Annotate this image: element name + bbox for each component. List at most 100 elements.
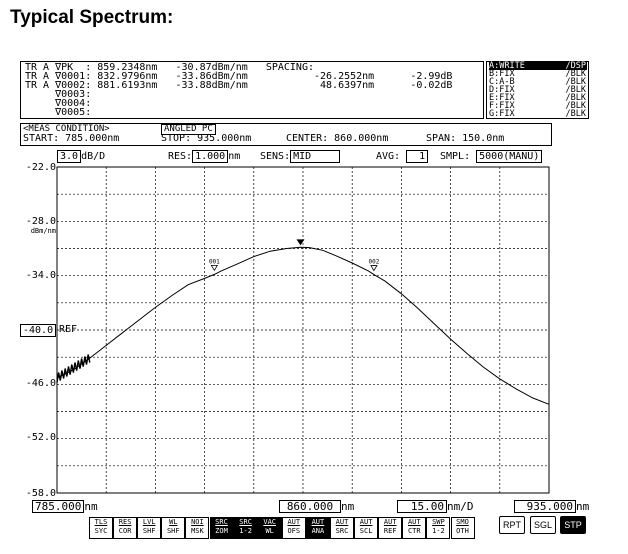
trace-noise	[56, 354, 91, 383]
peak-marker	[296, 239, 305, 246]
trace-status-panel: A:WRITE/DSP B:FIX/BLK C:A-B/BLK D:FIX/BL…	[486, 61, 589, 119]
marker-line: TR A ∇PK : 859.2348nm -30.87dBm/nm SPACI…	[25, 62, 314, 73]
x-center-readout[interactable]: 860.000 nm	[279, 500, 354, 513]
soft-key-top-label: SWP	[432, 518, 445, 526]
y-tick-label: -46.0	[25, 378, 56, 389]
angled-pc-badge: ANGLED PC	[161, 124, 216, 135]
sampling-setting[interactable]: SMPL: 5000(MANU)	[440, 150, 543, 163]
soft-key-bottom-label: 1-2	[432, 527, 445, 535]
ref-level-value: -40.0	[20, 324, 57, 337]
soft-key[interactable]: SRC 1-2	[233, 517, 258, 539]
soft-key-top-label: TLS	[94, 518, 108, 526]
marker-002	[370, 265, 378, 272]
soft-key[interactable]: AUT SRC	[330, 517, 354, 539]
soft-key[interactable]: SRC ZOM	[209, 517, 234, 539]
soft-key-bottom-label: SHF	[142, 527, 156, 535]
soft-key-top-label: VAC	[263, 518, 277, 526]
span-wavelength: SPAN: 150.0nm	[426, 133, 505, 144]
x-stop-readout[interactable]: 935.000 nm	[514, 500, 589, 513]
sensitivity-setting[interactable]: SENS: MID	[260, 150, 341, 163]
x-start-readout[interactable]: 785.000 nm	[32, 500, 98, 513]
trace-status-label: D:FIX	[489, 85, 515, 95]
y-tick-label: -34.0	[25, 270, 56, 281]
res-value: 1.000	[192, 150, 229, 163]
spectrum-trace	[56, 246, 550, 405]
trace-status-label: G:FIX	[489, 109, 515, 119]
x-div-value: 15.00	[397, 500, 447, 513]
res-label: RES:	[168, 151, 193, 162]
soft-key-bottom-label: 1-2	[239, 527, 252, 535]
soft-key[interactable]: AUT ANA	[305, 517, 330, 539]
soft-key[interactable]: SMO OTH	[450, 517, 475, 539]
soft-key-bottom-label: ANA	[311, 527, 325, 535]
trace-status-d[interactable]: D:FIX/BLK	[489, 85, 587, 95]
trace-status-b[interactable]: B:FIX/BLK	[489, 69, 587, 79]
soft-key[interactable]: AUT SCL	[354, 517, 379, 539]
marker-label: 001	[209, 258, 220, 265]
soft-key[interactable]: LVL SHF	[137, 517, 162, 539]
y-tick-label: -22.0	[25, 162, 56, 173]
trace-status-label: B:FIX	[489, 69, 515, 79]
soft-key-bottom-label: CTR	[407, 527, 421, 535]
stop-sweep-button[interactable]: STP	[560, 516, 586, 534]
soft-key-top-label: RES	[118, 518, 132, 526]
trace-status-e[interactable]: E:FIX/BLK	[489, 93, 587, 103]
soft-key-bottom-label: OFS	[287, 527, 301, 535]
sens-value: MID	[290, 150, 341, 163]
marker-line: TR A ∇0001: 832.9796nm -33.86dBm/nm -26.…	[25, 71, 453, 82]
avg-value: 1	[406, 150, 429, 163]
trace-status-g[interactable]: G:FIX/BLK	[489, 109, 587, 119]
trace-status-f[interactable]: F:FIX/BLK	[489, 101, 587, 111]
x-start-value: 785.000	[32, 500, 85, 513]
soft-key-bottom-label: OTH	[456, 527, 469, 535]
scale-setting[interactable]: 3.0 dB/D	[57, 150, 105, 163]
x-unit: nm	[576, 500, 590, 513]
marker-line: ∇0005:	[25, 107, 92, 118]
average-setting[interactable]: AVG: 1	[376, 150, 429, 163]
soft-key[interactable]: VAC WL	[257, 517, 282, 539]
soft-key-bottom-label: SRC	[335, 527, 349, 535]
soft-key-bottom-label: COR	[118, 527, 132, 535]
soft-key[interactable]: NOI MSK	[185, 517, 210, 539]
soft-key[interactable]: AUT OFS	[281, 517, 306, 539]
soft-key[interactable]: WL SHF	[161, 517, 186, 539]
x-stop-value: 935.000	[514, 500, 576, 513]
trace-status-label: F:FIX	[489, 101, 515, 111]
avg-label: AVG:	[376, 151, 401, 162]
res-unit: nm	[228, 151, 241, 162]
page-heading: Typical Spectrum:	[10, 7, 174, 28]
y-tick-label: -28.0	[25, 216, 56, 227]
repeat-sweep-button[interactable]: RPT	[499, 516, 525, 534]
soft-key-top-label: LVL	[142, 518, 156, 526]
resolution-setting[interactable]: RES: 1.000 nm	[168, 150, 240, 163]
trace-status-label: E:FIX	[489, 93, 515, 103]
soft-key[interactable]: AUT CTR	[402, 517, 427, 539]
soft-key-top-label: AUT	[287, 518, 301, 526]
soft-key[interactable]: RES COR	[113, 517, 138, 539]
ref-level-readout[interactable]: -40.0	[20, 324, 57, 337]
soft-key-bottom-label: SCL	[359, 527, 373, 535]
x-unit: nm	[341, 500, 355, 513]
smpl-value: 5000(MANU)	[476, 150, 543, 163]
soft-key-bottom-label: WL	[265, 527, 274, 535]
soft-key[interactable]: TLS SYC	[89, 517, 113, 539]
trace-status-mode: /BLK	[565, 77, 586, 87]
trace-status-c[interactable]: C:A-B/BLK	[489, 77, 587, 87]
trace-status-a[interactable]: A:WRITE/DSP	[489, 62, 587, 70]
x-unit: nm	[84, 500, 98, 513]
y-axis-unit: dBm/nm	[30, 227, 56, 235]
trace-status-label: A:WRITE	[489, 61, 525, 71]
soft-key-top-label: AUT	[311, 518, 325, 526]
soft-key-top-label: SRC	[239, 518, 252, 526]
x-division-readout[interactable]: 15.00 nm/D	[397, 500, 474, 513]
soft-key-top-label: AUT	[359, 518, 373, 526]
soft-key[interactable]: AUT REF	[378, 517, 403, 539]
measurement-condition-panel: <MEAS CONDITION> ANGLED PC START: 785.00…	[20, 123, 552, 146]
single-sweep-button[interactable]: SGL	[530, 516, 556, 534]
smpl-label: SMPL:	[440, 151, 471, 162]
soft-key-bottom-label: SYC	[94, 527, 108, 535]
soft-key-top-label: SMO	[456, 518, 469, 526]
trace-status-mode: /BLK	[565, 69, 586, 79]
soft-key[interactable]: SWP 1-2	[426, 517, 451, 539]
